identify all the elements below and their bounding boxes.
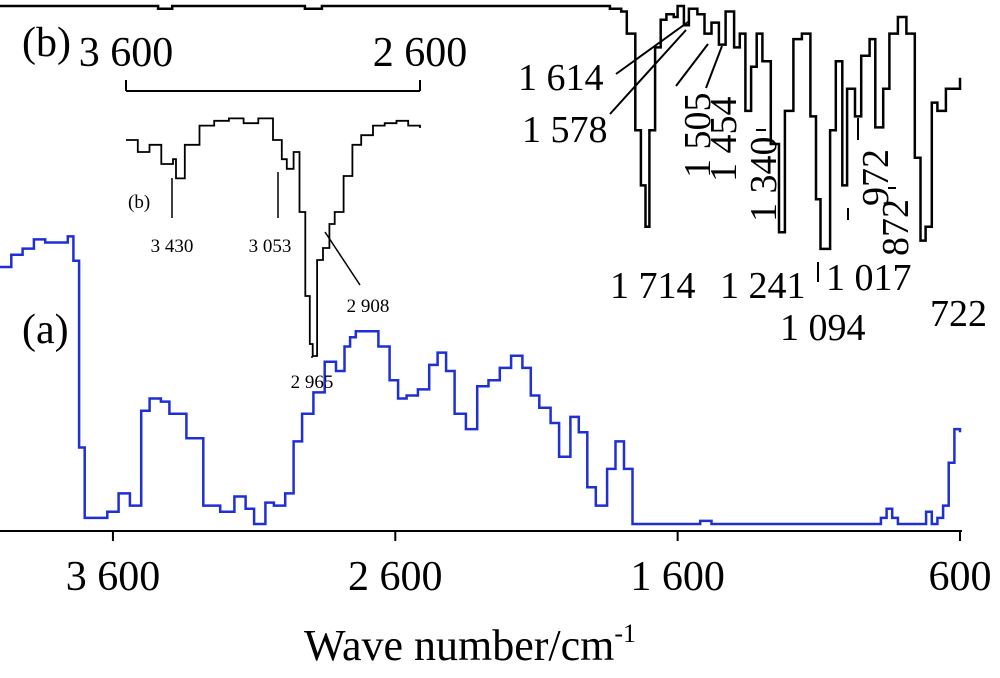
inset-series-line bbox=[126, 117, 421, 357]
inset-peak-label-0: 3 430 bbox=[151, 236, 194, 257]
inset-tick-label-0: 3 600 bbox=[79, 30, 174, 76]
peak-label-4: 1 340 bbox=[743, 137, 785, 223]
series-group: (a) (b) bbox=[0, 4, 962, 526]
inset-peak-label-3: 2 908 bbox=[347, 296, 390, 317]
peak-label-1: 1 578 bbox=[522, 109, 608, 151]
peak-leader-1 bbox=[609, 29, 687, 115]
peak-label-6: 872 bbox=[875, 199, 917, 256]
peak-label-7: 1 714 bbox=[610, 265, 696, 307]
x-axis-title: Wave number/cm-1 bbox=[304, 619, 636, 670]
inset-peak-label-2: 2 965 bbox=[291, 372, 334, 393]
peak-label-11: 722 bbox=[930, 293, 987, 335]
peak-leader-0 bbox=[615, 21, 689, 75]
x-tick-label-0: 3 600 bbox=[66, 554, 161, 600]
peak-label-5: 972 bbox=[855, 149, 897, 206]
x-axis-title-main: Wave number/cm bbox=[304, 621, 614, 670]
x-tick-label-3: 600 bbox=[929, 554, 992, 600]
x-tick-label-2: 1 600 bbox=[630, 554, 725, 600]
inset-group: 3 600 2 600 (b) 3 430 3 053 2 965 2 908 bbox=[79, 30, 468, 393]
peak-leader-2 bbox=[675, 43, 709, 87]
peak-label-8: 1 241 bbox=[720, 265, 806, 307]
peak-label-10: 1 094 bbox=[780, 307, 866, 349]
series-a-line bbox=[0, 235, 962, 526]
series-a-label: (a) bbox=[22, 307, 69, 353]
inset-leader-3 bbox=[324, 231, 361, 286]
inset-label: (b) bbox=[128, 192, 150, 213]
peak-label-0: 1 614 bbox=[518, 57, 604, 99]
inset-tick-label-1: 2 600 bbox=[373, 30, 468, 76]
x-axis-title-superscript: -1 bbox=[614, 619, 636, 648]
series-b-line bbox=[0, 4, 962, 251]
peak-leader-3 bbox=[705, 45, 723, 89]
x-tick-label-1: 2 600 bbox=[348, 554, 443, 600]
peak-label-9: 1 017 bbox=[826, 257, 912, 299]
inset-peak-label-1: 3 053 bbox=[249, 236, 292, 257]
peak-label-3: 1 454 bbox=[703, 97, 745, 183]
peak-label-2: 1 505 bbox=[677, 93, 719, 179]
series-b-label: (b) bbox=[22, 20, 71, 66]
axes-group: 3 600 2 600 1 600 600 Wave number/cm-1 bbox=[0, 530, 992, 670]
